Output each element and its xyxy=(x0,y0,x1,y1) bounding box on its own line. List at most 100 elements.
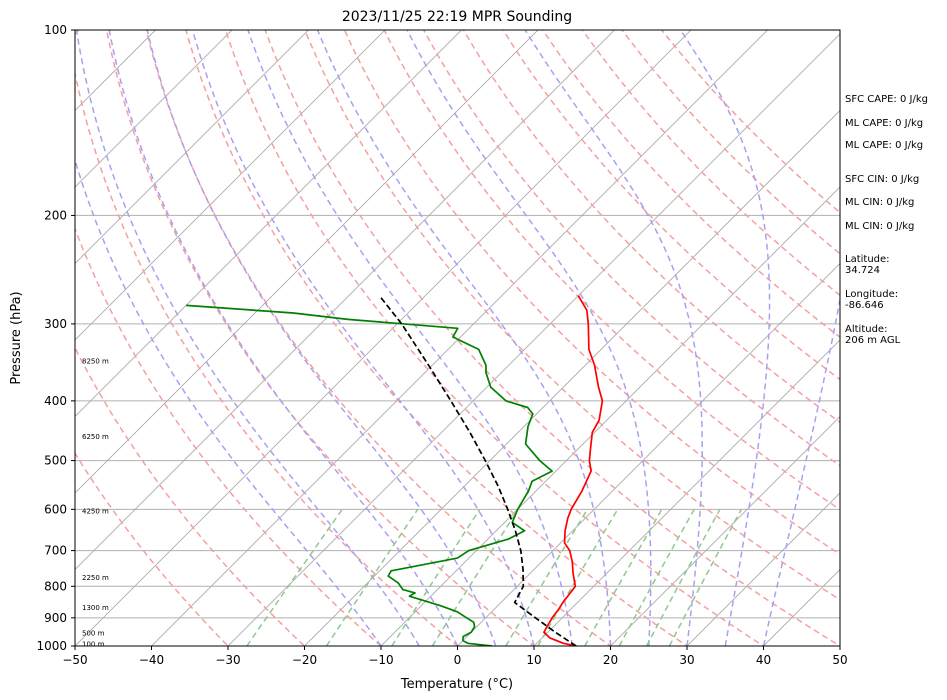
dry-adiabat-line xyxy=(75,346,306,646)
isotherm-line xyxy=(303,109,840,646)
x-tick-label: 50 xyxy=(832,653,847,667)
ml-cape-label: ML CAPE: 0 J/kg xyxy=(845,118,923,129)
x-tick-label: −20 xyxy=(292,653,317,667)
y-axis-label: Pressure (hPa) xyxy=(9,291,24,384)
y-tick-label: 100 xyxy=(44,23,67,37)
moist-adiabat-line xyxy=(316,30,612,646)
dry-adiabat-line xyxy=(264,30,840,646)
parcel-profile-line xyxy=(378,295,577,646)
dry-adiabat-line xyxy=(75,451,230,646)
mixing-ratio-lines xyxy=(246,508,742,646)
y-tick-label: 1000 xyxy=(36,639,67,653)
dry-adiabat-lines xyxy=(75,30,840,646)
moist-adiabat-line xyxy=(146,30,497,646)
x-tick-label: 30 xyxy=(679,653,694,667)
isotherm-line xyxy=(75,30,386,341)
isotherm-line xyxy=(533,339,840,646)
dry-adiabat-line xyxy=(145,30,612,646)
height-label: 100 m xyxy=(82,641,105,649)
moist-adiabat-line xyxy=(679,30,771,646)
mixing-ratio-line xyxy=(246,508,343,646)
mixing-ratio-line xyxy=(505,508,589,646)
dry-adiabat-line xyxy=(224,30,765,646)
dry-adiabat-line xyxy=(105,30,536,646)
pressure-gridlines xyxy=(75,30,840,646)
stability-annotations: SFC CAPE: 0 J/kg ML CAPE: 0 J/kg ML CAPE… xyxy=(845,94,928,346)
x-tick-label: 20 xyxy=(603,653,618,667)
mixing-ratio-line xyxy=(431,508,519,646)
latitude-value: 34.724 xyxy=(845,265,880,276)
isotherm-line xyxy=(456,262,840,646)
y-tick-label: 300 xyxy=(44,317,67,331)
temperature-profile-line xyxy=(543,295,604,646)
mixing-ratio-line xyxy=(618,508,695,646)
sfc-cin-label: SFC CIN: 0 J/kg xyxy=(845,174,919,185)
ml-cin-label: ML CIN: 0 J/kg xyxy=(845,197,914,208)
y-tick-label: 700 xyxy=(44,544,67,558)
isotherm-line xyxy=(150,30,769,646)
x-axis-ticks: −50 −40 −30 −20 −10 0 10 20 30 40 50 xyxy=(62,646,848,667)
isotherm-line xyxy=(380,186,840,646)
longitude-value: -86.646 xyxy=(845,300,884,311)
plot-area xyxy=(75,30,840,646)
isotherm-line xyxy=(75,30,692,646)
isotherm-line xyxy=(75,30,539,494)
moist-adiabat-line xyxy=(75,30,420,646)
isotherm-line xyxy=(227,33,840,646)
y-tick-label: 600 xyxy=(44,502,67,516)
height-label: 8250 m xyxy=(82,357,109,365)
y-axis-ticks: 100 200 300 400 500 600 700 800 900 1000 xyxy=(36,23,75,653)
altitude-value: 206 m AGL xyxy=(845,335,901,346)
x-tick-label: 0 xyxy=(454,653,462,667)
x-axis-label: Temperature (°C) xyxy=(400,677,513,692)
height-label: 4250 m xyxy=(82,508,109,516)
isotherm-line xyxy=(75,30,616,571)
moist-adiabat-line xyxy=(108,30,459,646)
isotherm-line xyxy=(686,492,840,646)
profile-series xyxy=(186,295,604,646)
isotherm-line xyxy=(75,30,310,265)
y-tick-label: 400 xyxy=(44,394,67,408)
dry-adiabat-line xyxy=(502,30,840,381)
moist-adiabat-line xyxy=(762,295,840,646)
isotherm-lines xyxy=(75,30,840,646)
mixing-ratio-line xyxy=(325,508,419,646)
moist-adiabat-line xyxy=(191,30,535,646)
mixing-ratio-line xyxy=(537,508,619,646)
isotherm-line xyxy=(75,30,233,188)
x-tick-label: −10 xyxy=(368,653,393,667)
x-tick-label: −50 xyxy=(62,653,87,667)
dry-adiabat-line xyxy=(304,30,840,601)
isotherm-line xyxy=(609,415,840,646)
chart-title: 2023/11/25 22:19 MPR Sounding xyxy=(342,9,572,25)
x-tick-label: 40 xyxy=(756,653,771,667)
height-label: 2250 m xyxy=(82,574,109,582)
x-tick-label: −40 xyxy=(139,653,164,667)
mixing-ratio-line xyxy=(668,508,742,646)
moist-adiabat-line xyxy=(75,157,382,646)
longitude-label: Longitude: xyxy=(845,289,898,300)
latitude-label: Latitude: xyxy=(845,254,890,265)
y-tick-label: 800 xyxy=(44,579,67,593)
height-label: 6250 m xyxy=(82,433,109,441)
moist-adiabat-line xyxy=(524,30,703,646)
isotherm-line xyxy=(75,30,463,418)
height-label: 1300 m xyxy=(82,604,109,612)
y-tick-label: 900 xyxy=(44,611,67,625)
moist-adiabat-line xyxy=(406,30,652,646)
height-labels: 100 m 500 m 1300 m 2250 m 4250 m 6250 m 8250 m xyxy=(82,357,109,648)
y-tick-label: 200 xyxy=(44,208,67,222)
moist-adiabat-lines xyxy=(75,30,840,646)
x-tick-label: −30 xyxy=(215,653,240,667)
mixing-ratio-line xyxy=(645,508,721,646)
x-tick-label: 10 xyxy=(526,653,541,667)
dry-adiabat-line xyxy=(75,70,459,646)
ml-cin-label-2: ML CIN: 0 J/kg xyxy=(845,221,914,232)
dry-adiabat-line xyxy=(581,30,840,297)
mixing-ratio-line xyxy=(584,508,663,646)
sfc-cape-label: SFC CAPE: 0 J/kg xyxy=(845,94,928,105)
mixing-ratio-line xyxy=(391,508,481,646)
ml-cape-label-2: ML CAPE: 0 J/kg xyxy=(845,140,923,151)
moist-adiabat-line xyxy=(247,30,574,646)
